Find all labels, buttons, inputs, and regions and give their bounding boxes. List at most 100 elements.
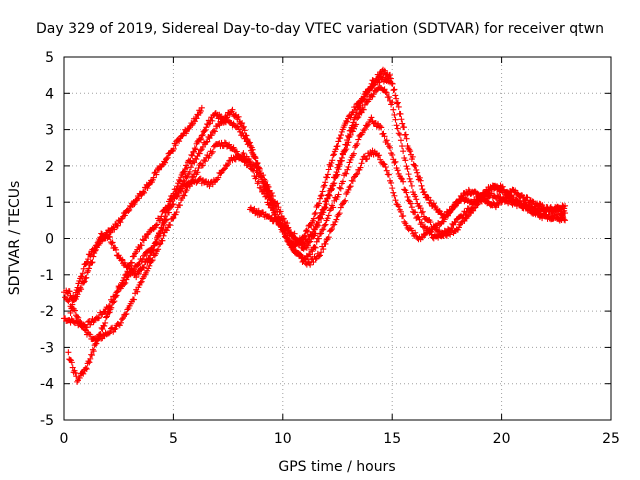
data-point — [396, 131, 403, 138]
data-point — [364, 122, 371, 129]
data-point — [337, 135, 344, 142]
data-point — [550, 215, 557, 222]
data-point — [81, 326, 88, 333]
data-point — [343, 141, 350, 148]
data-point — [88, 259, 95, 266]
data-point — [197, 136, 204, 143]
data-point — [407, 200, 414, 207]
data-point — [153, 221, 160, 228]
data-point — [333, 216, 340, 223]
data-point — [365, 121, 372, 128]
data-point — [330, 152, 337, 159]
data-point — [169, 215, 176, 222]
data-point — [234, 123, 241, 130]
data-point — [331, 221, 338, 228]
data-point — [208, 150, 215, 157]
data-point — [135, 261, 142, 268]
data-point — [164, 154, 171, 161]
data-point — [377, 123, 384, 130]
data-point — [161, 216, 168, 223]
data-point — [172, 142, 179, 149]
data-point — [225, 161, 232, 168]
data-point — [391, 111, 398, 118]
data-point — [94, 337, 101, 344]
data-point — [123, 271, 130, 278]
data-point — [392, 116, 399, 123]
data-point — [324, 215, 331, 222]
data-point — [329, 157, 336, 164]
data-point — [435, 228, 442, 235]
data-point — [244, 136, 251, 143]
data-point — [80, 265, 87, 272]
data-point — [352, 111, 359, 118]
data-point — [418, 219, 425, 226]
data-point — [284, 225, 291, 232]
data-point — [397, 175, 404, 182]
data-point — [345, 186, 352, 193]
data-point — [332, 171, 339, 178]
data-point — [382, 89, 389, 96]
data-point — [197, 135, 204, 142]
data-point — [343, 170, 350, 177]
data-point — [463, 208, 470, 215]
data-point — [395, 103, 402, 110]
data-point — [145, 255, 152, 262]
data-point — [413, 196, 420, 203]
data-point — [360, 106, 367, 113]
data-point — [74, 284, 81, 291]
data-point — [187, 157, 194, 164]
data-point — [312, 255, 319, 262]
data-point — [169, 195, 176, 202]
data-point — [153, 238, 160, 245]
data-point — [69, 364, 76, 371]
data-point — [241, 127, 248, 134]
data-point — [152, 239, 159, 246]
data-point — [401, 124, 408, 131]
data-point — [337, 185, 344, 192]
data-point — [330, 180, 337, 187]
data-point — [427, 197, 434, 204]
data-point — [90, 248, 97, 255]
data-point — [336, 184, 343, 191]
data-point — [202, 126, 209, 133]
x-tick-label: 10 — [274, 431, 292, 447]
data-point — [89, 259, 96, 266]
data-point — [412, 193, 419, 200]
data-point — [281, 231, 288, 238]
data-point — [106, 309, 113, 316]
data-point — [353, 171, 360, 178]
data-point — [152, 222, 159, 229]
data-point — [156, 241, 163, 248]
data-point — [149, 257, 156, 264]
data-point — [361, 94, 368, 101]
data-point — [407, 148, 414, 155]
data-point — [279, 220, 286, 227]
data-point — [500, 196, 507, 203]
data-point — [211, 128, 218, 135]
data-point — [111, 226, 118, 233]
data-point — [408, 227, 415, 234]
data-point — [315, 235, 322, 242]
data-point — [210, 127, 217, 134]
data-point — [107, 229, 114, 236]
data-point — [197, 108, 204, 115]
data-point — [155, 233, 162, 240]
data-point — [128, 259, 135, 266]
data-point — [255, 207, 262, 214]
data-point — [183, 164, 190, 171]
data-point — [547, 204, 554, 211]
data-point — [78, 273, 85, 280]
data-point — [391, 159, 398, 166]
data-point — [408, 182, 415, 189]
data-point — [300, 240, 307, 247]
data-point — [291, 230, 298, 237]
data-point — [155, 246, 162, 253]
data-point — [381, 67, 388, 74]
data-point — [383, 89, 390, 96]
data-point — [83, 365, 90, 372]
data-point — [137, 279, 144, 286]
data-point — [126, 206, 133, 213]
data-point — [163, 227, 170, 234]
data-point — [204, 138, 211, 145]
data-point — [380, 130, 387, 137]
